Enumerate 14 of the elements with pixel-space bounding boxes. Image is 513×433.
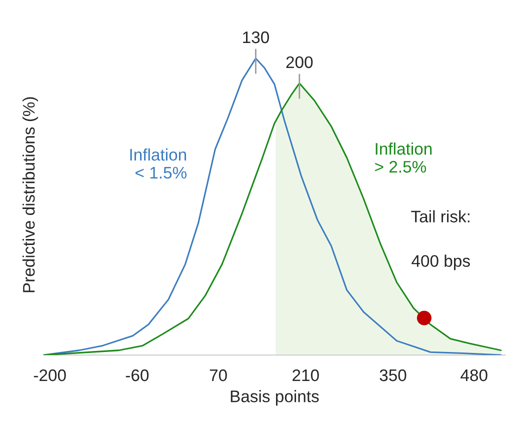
- x-tick-label: 70: [210, 369, 227, 382]
- x-axis-title: Basis points: [230, 390, 319, 406]
- x-tick-label: 350: [380, 369, 406, 382]
- x-tick-label: -200: [34, 369, 66, 382]
- x-tick-label: 480: [460, 369, 488, 382]
- annotation: Tail risk:: [411, 210, 470, 222]
- series-label: Inflation > 2.5%: [375, 142, 432, 173]
- y-axis-title: Predictive distributions (%): [22, 97, 38, 292]
- annotation: 130: [243, 31, 269, 44]
- annotation: 200: [286, 56, 313, 68]
- series-label: Inflation < 1.5%: [130, 148, 187, 179]
- annotation: 400 bps: [412, 254, 470, 270]
- x-tick-label: -60: [126, 369, 149, 382]
- x-tick-label: 210: [292, 369, 319, 382]
